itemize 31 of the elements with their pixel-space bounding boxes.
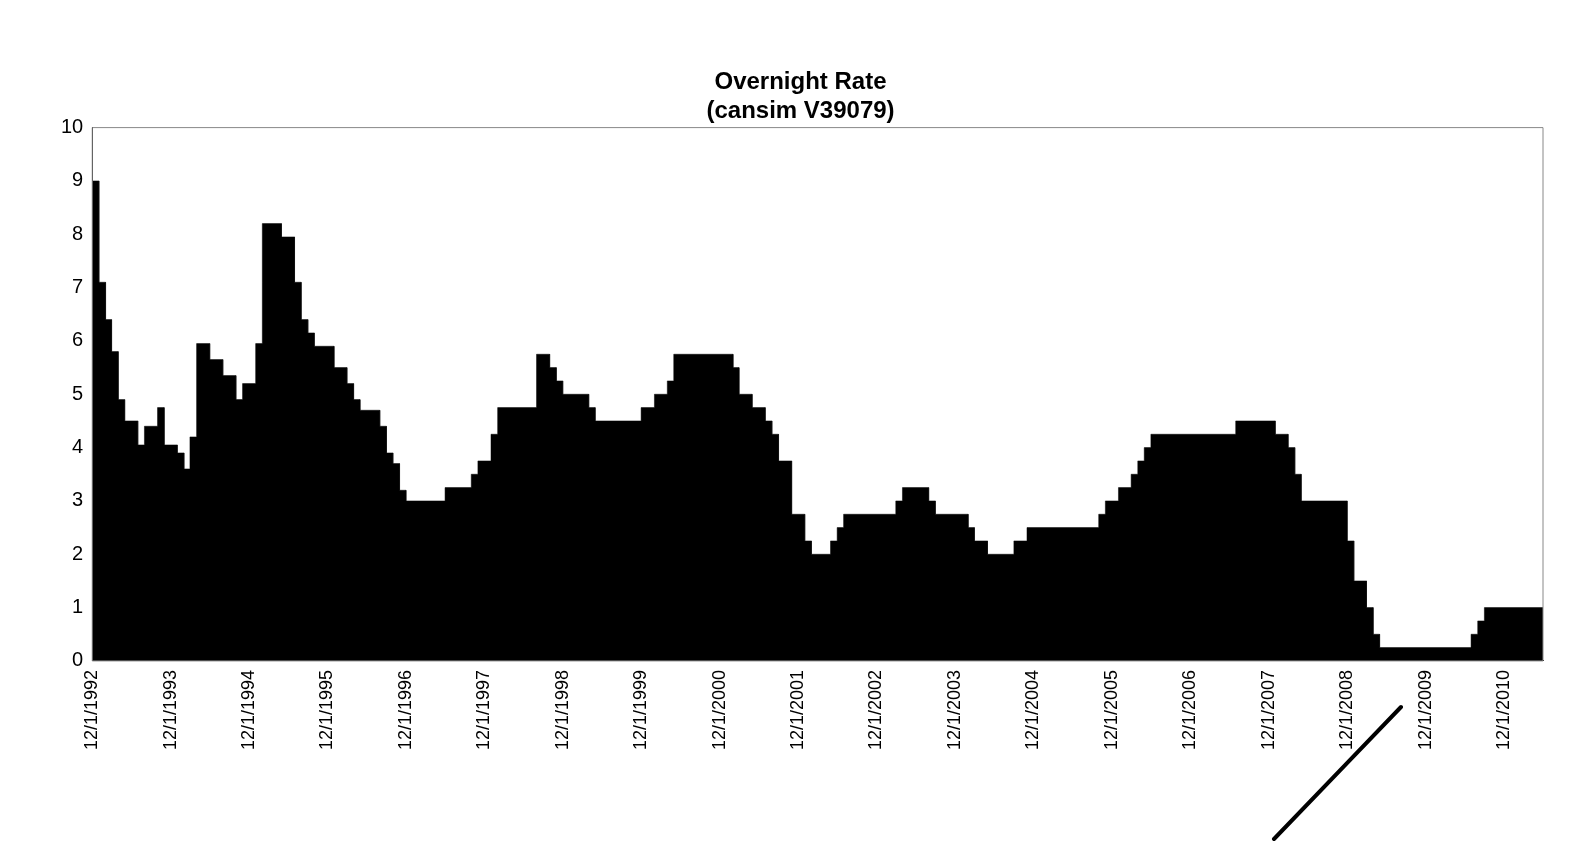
y-tick-label: 4: [72, 435, 84, 458]
y-tick-label: 8: [72, 221, 84, 244]
x-tick-label: 12/1/1994: [237, 669, 258, 750]
y-tick-label: 1: [72, 595, 84, 618]
chart-title: Overnight Rate (cansim V39079): [706, 67, 895, 123]
y-tick-label: 7: [72, 275, 84, 298]
y-tick-label: 9: [72, 168, 84, 191]
y-tick-label: 0: [72, 648, 84, 671]
x-tick-label: 12/1/2004: [1022, 669, 1043, 750]
y-tick-label: 3: [72, 488, 84, 511]
x-tick-label: 12/1/2009: [1414, 669, 1435, 750]
x-tick-label: 12/1/2007: [1257, 669, 1278, 750]
x-tick-label: 12/1/2002: [865, 669, 886, 750]
x-tick-label: 12/1/2006: [1179, 669, 1200, 750]
x-tick-label: 12/1/1996: [394, 669, 415, 750]
x-tick-label: 12/1/1998: [551, 669, 572, 750]
y-tick-label: 10: [61, 115, 84, 138]
x-tick-label: 12/1/1993: [159, 669, 180, 750]
x-tick-label: 12/1/2005: [1100, 669, 1121, 750]
x-tick-label: 12/1/2001: [787, 669, 808, 750]
x-tick-label: 12/1/1997: [473, 669, 494, 750]
x-tick-label: 12/1/1992: [81, 669, 102, 750]
x-tick-label: 12/1/2003: [943, 669, 964, 750]
x-tick-label: 12/1/2000: [708, 669, 729, 750]
x-tick-label: 12/1/1995: [316, 669, 337, 750]
x-tick-label: 12/1/1999: [630, 669, 651, 750]
x-tick-label: 12/1/2010: [1492, 669, 1513, 750]
y-tick-label: 6: [72, 328, 84, 351]
y-tick-label: 2: [72, 541, 84, 564]
x-tick-label: 12/1/2008: [1336, 669, 1357, 750]
y-tick-label: 5: [72, 381, 84, 404]
